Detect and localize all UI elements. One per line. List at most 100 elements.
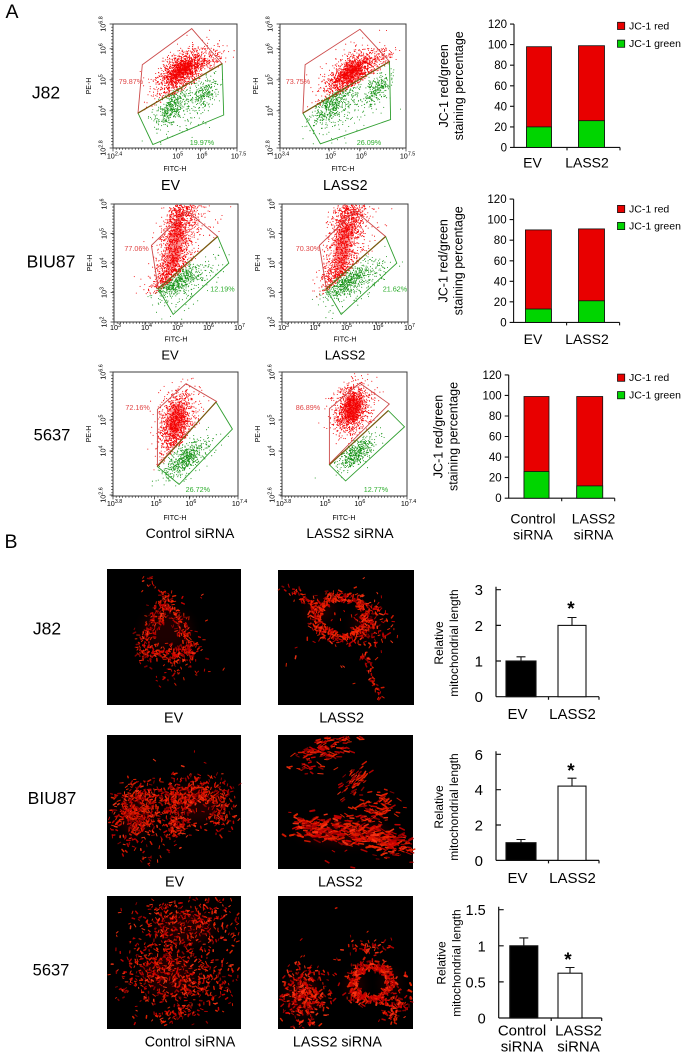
svg-text:EV: EV: [164, 711, 184, 727]
svg-text:72.16%: 72.16%: [125, 403, 150, 412]
svg-text:0: 0: [475, 689, 483, 706]
svg-text:JC-1 red/green: JC-1 red/green: [437, 219, 451, 302]
svg-text:106.8: 106.8: [266, 16, 275, 31]
svg-text:106: 106: [373, 323, 384, 332]
svg-text:2: 2: [475, 818, 483, 835]
svg-text:BIU87: BIU87: [27, 252, 76, 272]
svg-text:40: 40: [494, 276, 507, 288]
svg-text:1: 1: [475, 654, 483, 671]
svg-text:LASS2: LASS2: [325, 348, 365, 363]
svg-text:staining percentage: staining percentage: [447, 382, 461, 491]
svg-text:60: 60: [489, 432, 502, 444]
svg-text:LASS2: LASS2: [318, 875, 363, 891]
svg-text:0: 0: [495, 493, 501, 505]
svg-text:102: 102: [100, 316, 109, 327]
svg-text:PE-H: PE-H: [255, 255, 262, 272]
svg-text:107.5: 107.5: [231, 152, 246, 161]
svg-text:12.77%: 12.77%: [364, 485, 389, 494]
svg-text:103.8: 103.8: [276, 499, 291, 508]
svg-text:103.4: 103.4: [274, 152, 289, 161]
svg-text:107.4: 107.4: [232, 499, 247, 508]
svg-text:104: 104: [268, 445, 277, 456]
svg-text:Relative: Relative: [435, 941, 449, 985]
svg-text:0: 0: [500, 317, 506, 329]
svg-text:0.5: 0.5: [466, 975, 486, 991]
svg-text:79.87%: 79.87%: [119, 77, 144, 86]
svg-text:102.6: 102.6: [99, 487, 108, 502]
svg-text:106: 106: [268, 198, 277, 209]
svg-text:103.8: 103.8: [107, 499, 122, 508]
svg-text:107: 107: [234, 323, 245, 332]
svg-text:1.5: 1.5: [466, 903, 486, 919]
svg-text:105: 105: [99, 414, 108, 425]
svg-text:LASS2: LASS2: [565, 331, 609, 347]
svg-text:EV: EV: [507, 870, 527, 887]
svg-text:102: 102: [268, 316, 277, 327]
svg-text:LASS2: LASS2: [549, 870, 596, 887]
svg-text:LASS2: LASS2: [549, 706, 596, 723]
svg-text:FITC-H: FITC-H: [332, 166, 355, 173]
svg-text:4: 4: [475, 782, 483, 799]
svg-text:2: 2: [475, 618, 483, 635]
svg-text:FITC-H: FITC-H: [164, 515, 187, 522]
svg-text:77.06%: 77.06%: [124, 244, 149, 253]
svg-text:107: 107: [404, 323, 415, 332]
svg-text:siRNA: siRNA: [574, 527, 614, 543]
svg-text:26.09%: 26.09%: [357, 138, 382, 147]
svg-text:EV: EV: [165, 875, 185, 891]
svg-text:1: 1: [478, 939, 486, 955]
svg-text:106.6: 106.6: [268, 364, 277, 379]
svg-text:JC-1 red: JC-1 red: [629, 372, 669, 384]
svg-text:106: 106: [197, 152, 208, 161]
svg-text:104: 104: [268, 257, 277, 268]
svg-text:102.8: 102.8: [266, 140, 275, 155]
svg-text:FITC-H: FITC-H: [334, 337, 357, 344]
svg-text:105: 105: [172, 152, 183, 161]
svg-text:EV: EV: [523, 154, 542, 170]
svg-text:103: 103: [110, 323, 121, 332]
svg-text:104: 104: [99, 105, 108, 116]
svg-text:staining percentage: staining percentage: [452, 206, 466, 315]
svg-text:FITC-H: FITC-H: [164, 166, 187, 173]
svg-text:120: 120: [483, 370, 502, 382]
svg-text:105: 105: [268, 228, 277, 239]
svg-text:6: 6: [475, 747, 483, 764]
svg-text:86.89%: 86.89%: [296, 403, 321, 412]
svg-text:JC-1 green: JC-1 green: [629, 390, 681, 402]
svg-text:0: 0: [501, 142, 507, 154]
svg-text:Control: Control: [498, 1023, 546, 1040]
svg-text:104: 104: [99, 445, 108, 456]
svg-text:104: 104: [266, 105, 275, 116]
svg-text:siRNA: siRNA: [557, 1039, 600, 1056]
svg-text:5637: 5637: [34, 427, 71, 445]
svg-text:106: 106: [99, 43, 108, 54]
svg-text:100: 100: [483, 390, 502, 402]
svg-text:mitochondrial length: mitochondrial length: [447, 753, 461, 860]
svg-text:EV: EV: [524, 331, 543, 347]
svg-text:102.8: 102.8: [99, 140, 108, 155]
svg-text:B: B: [4, 531, 17, 553]
svg-text:LASS2 siRNA: LASS2 siRNA: [306, 525, 394, 541]
svg-text:LASS2: LASS2: [319, 711, 364, 727]
svg-text:80: 80: [494, 235, 507, 247]
svg-text:102.6: 102.6: [268, 487, 277, 502]
svg-text:LASS2: LASS2: [572, 511, 616, 527]
svg-text:104: 104: [310, 323, 321, 332]
svg-text:103: 103: [268, 287, 277, 298]
svg-text:12.19%: 12.19%: [210, 285, 235, 294]
svg-text:5637: 5637: [33, 962, 70, 980]
svg-text:80: 80: [489, 411, 502, 423]
svg-text:A: A: [5, 1, 18, 23]
svg-text:107.4: 107.4: [401, 499, 416, 508]
svg-text:J82: J82: [33, 618, 61, 638]
svg-text:120: 120: [488, 19, 507, 31]
svg-text:106.8: 106.8: [99, 16, 108, 31]
svg-text:102.4: 102.4: [107, 152, 122, 161]
svg-text:106: 106: [185, 499, 196, 508]
svg-text:100: 100: [488, 40, 507, 52]
svg-text:Relative: Relative: [432, 785, 446, 829]
svg-text:60: 60: [494, 81, 507, 93]
svg-text:Relative: Relative: [432, 621, 446, 665]
svg-text:FITC-H: FITC-H: [333, 515, 356, 522]
svg-text:LASS2: LASS2: [323, 178, 368, 194]
